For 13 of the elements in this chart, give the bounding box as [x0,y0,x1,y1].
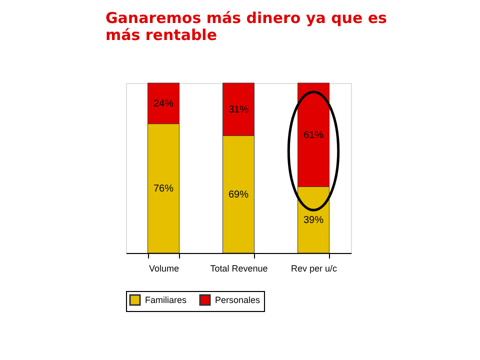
data-label: 76% [153,183,174,194]
x-tick-label: Rev per u/c [290,264,338,274]
data-label: 39% [303,214,324,226]
data-label: 24% [153,98,174,110]
data-label: 31% [228,104,249,116]
x-tick-label: Total Revenue [210,264,268,274]
legend-label: Personales [215,295,261,305]
legend-label: Familiares [145,295,188,305]
data-label: 61% [303,130,324,141]
text: Ganaremos más dinero ya que es [106,8,387,27]
data-label: 69% [228,189,249,200]
x-tick-label: Volume [148,264,180,274]
text: más rentable [106,26,217,44]
